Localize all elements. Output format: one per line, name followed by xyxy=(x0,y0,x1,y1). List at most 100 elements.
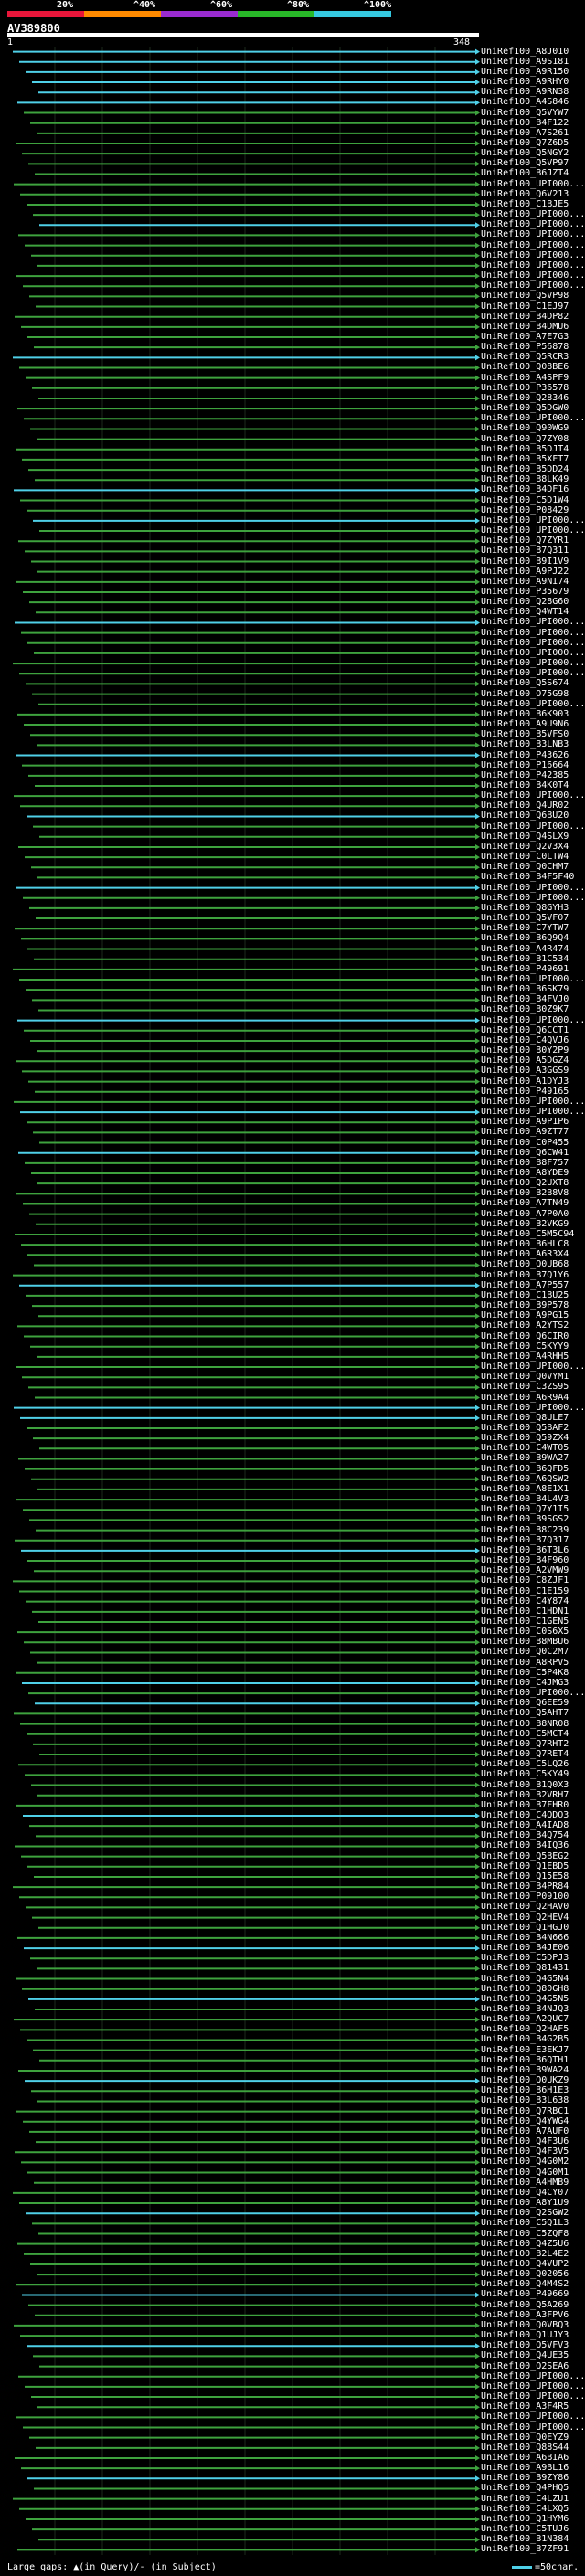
hit-label[interactable]: UniRef100_B2B8V8 xyxy=(481,1188,569,1199)
hit-label[interactable]: UniRef100_A9NI74 xyxy=(481,576,569,587)
hit-label[interactable]: UniRef100_Q28346 xyxy=(481,392,569,403)
hit-label[interactable]: UniRef100_UPI000... xyxy=(481,2370,585,2381)
hit-label[interactable]: UniRef100_UPI000... xyxy=(481,1688,585,1699)
hit-label[interactable]: UniRef100_Q4SLX9 xyxy=(481,831,569,842)
hit-label[interactable]: UniRef100_B6T3L6 xyxy=(481,1544,569,1555)
hit-label[interactable]: UniRef100_C5MCT4 xyxy=(481,1728,569,1739)
hit-label[interactable]: UniRef100_Q0EYZ9 xyxy=(481,2432,569,2443)
hit-label[interactable]: UniRef100_C5D1W4 xyxy=(481,494,569,505)
hit-label[interactable]: UniRef100_B7FHR0 xyxy=(481,1799,569,1810)
hit-label[interactable]: UniRef100_B4L4V3 xyxy=(481,1494,569,1505)
hit-label[interactable]: UniRef100_Q4G5N5 xyxy=(481,1993,569,2004)
hit-label[interactable]: UniRef100_Q4G5N4 xyxy=(481,1973,569,1984)
hit-label[interactable]: UniRef100_A4R474 xyxy=(481,943,569,954)
hit-label[interactable]: UniRef100_Q1EBD5 xyxy=(481,1860,569,1871)
hit-label[interactable]: UniRef100_A4HMB9 xyxy=(481,2177,569,2188)
hit-label[interactable]: UniRef100_Q08BE6 xyxy=(481,362,569,373)
hit-label[interactable]: UniRef100_C5KY49 xyxy=(481,1769,569,1780)
hit-label[interactable]: UniRef100_Q4M4S2 xyxy=(481,2279,569,2290)
hit-label[interactable]: UniRef100_Q7RHT2 xyxy=(481,1738,569,1749)
hit-label[interactable]: UniRef100_B9SGS2 xyxy=(481,1514,569,1525)
hit-label[interactable]: UniRef100_C0LTW4 xyxy=(481,852,569,863)
hit-label[interactable]: UniRef100_A5DGZ4 xyxy=(481,1055,569,1066)
hit-label[interactable]: UniRef100_Q6CCT1 xyxy=(481,1024,569,1035)
hit-label[interactable]: UniRef100_P35679 xyxy=(481,586,569,597)
hit-label[interactable]: UniRef100_UPI000... xyxy=(481,668,585,679)
hit-label[interactable]: UniRef100_A7P557 xyxy=(481,1279,569,1290)
hit-label[interactable]: UniRef100_UPI000... xyxy=(481,2422,585,2433)
hit-label[interactable]: UniRef100_C1BJE5 xyxy=(481,198,569,209)
hit-label[interactable]: UniRef100_UPI000... xyxy=(481,637,585,648)
hit-label[interactable]: UniRef100_C5Q1L3 xyxy=(481,2218,569,2229)
hit-label[interactable]: UniRef100_B5DJT4 xyxy=(481,443,569,454)
hit-label[interactable]: UniRef100_Q5S674 xyxy=(481,678,569,689)
hit-label[interactable]: UniRef100_C4Y874 xyxy=(481,1595,569,1606)
hit-label[interactable]: UniRef100_Q5VYW7 xyxy=(481,107,569,118)
hit-label[interactable]: UniRef100_Q1UJY3 xyxy=(481,2330,569,2341)
hit-label[interactable]: UniRef100_A8E1X1 xyxy=(481,1483,569,1494)
hit-label[interactable]: UniRef100_Q02056 xyxy=(481,2269,569,2280)
hit-label[interactable]: UniRef100_Q4VUP2 xyxy=(481,2258,569,2269)
hit-label[interactable]: UniRef100_A9ZT77 xyxy=(481,1127,569,1138)
hit-label[interactable]: UniRef100_C4QVJ6 xyxy=(481,1034,569,1045)
hit-label[interactable]: UniRef100_B3LNB3 xyxy=(481,739,569,750)
hit-label[interactable]: UniRef100_UPI000... xyxy=(481,892,585,903)
hit-label[interactable]: UniRef100_A3GGS9 xyxy=(481,1065,569,1076)
hit-label[interactable]: UniRef100_Q2HEV4 xyxy=(481,1912,569,1923)
hit-label[interactable]: UniRef100_B4K0T4 xyxy=(481,779,569,790)
hit-label[interactable]: UniRef100_B9WA24 xyxy=(481,2064,569,2075)
hit-label[interactable]: UniRef100_A8J010 xyxy=(481,47,569,57)
hit-label[interactable]: UniRef100_C8ZJF1 xyxy=(481,1575,569,1586)
hit-label[interactable]: UniRef100_B4JE06 xyxy=(481,1943,569,1954)
hit-label[interactable]: UniRef100_UPI000... xyxy=(481,790,585,801)
hit-label[interactable]: UniRef100_O75G98 xyxy=(481,688,569,699)
hit-label[interactable]: UniRef100_B4IQ36 xyxy=(481,1840,569,1851)
hit-label[interactable]: UniRef100_B6HLC8 xyxy=(481,1239,569,1250)
hit-label[interactable]: UniRef100_A3FPV6 xyxy=(481,2309,569,2320)
hit-label[interactable]: UniRef100_P36578 xyxy=(481,382,569,393)
hit-label[interactable]: UniRef100_B4F5F40 xyxy=(481,872,575,883)
hit-label[interactable]: UniRef100_P16664 xyxy=(481,759,569,770)
hit-label[interactable]: UniRef100_A9PG15 xyxy=(481,1310,569,1321)
hit-label[interactable]: UniRef100_A1DYJ3 xyxy=(481,1076,569,1087)
hit-label[interactable]: UniRef100_B6SK79 xyxy=(481,984,569,995)
hit-label[interactable]: UniRef100_UPI000... xyxy=(481,627,585,638)
hit-label[interactable]: UniRef100_A8RPV5 xyxy=(481,1657,569,1668)
hit-label[interactable]: UniRef100_A4SPF9 xyxy=(481,372,569,383)
hit-label[interactable]: UniRef100_B0Z9K7 xyxy=(481,1004,569,1015)
hit-label[interactable]: UniRef100_Q7RBC1 xyxy=(481,2105,569,2116)
hit-label[interactable]: UniRef100_B4FVJ0 xyxy=(481,994,569,1005)
hit-label[interactable]: UniRef100_Q4UR02 xyxy=(481,800,569,811)
hit-label[interactable]: UniRef100_B1C534 xyxy=(481,953,569,964)
hit-label[interactable]: UniRef100_Q5DGW0 xyxy=(481,403,569,414)
hit-label[interactable]: UniRef100_C5KYY9 xyxy=(481,1341,569,1352)
hit-label[interactable]: UniRef100_B9P578 xyxy=(481,1300,569,1311)
hit-label[interactable]: UniRef100_UPI000... xyxy=(481,658,585,669)
hit-label[interactable]: UniRef100_B8F757 xyxy=(481,1157,569,1168)
hit-label[interactable]: UniRef100_A2YTS2 xyxy=(481,1320,569,1331)
hit-label[interactable]: UniRef100_A8YDE9 xyxy=(481,1168,569,1179)
hit-label[interactable]: UniRef100_Q0CHM7 xyxy=(481,862,569,873)
hit-label[interactable]: UniRef100_C5DPJ3 xyxy=(481,1953,569,1964)
hit-label[interactable]: UniRef100_UPI000... xyxy=(481,974,585,984)
hit-label[interactable]: UniRef100_Q5VP98 xyxy=(481,291,569,302)
hit-label[interactable]: UniRef100_A6QSW2 xyxy=(481,1473,569,1484)
hit-label[interactable]: UniRef100_UPI000... xyxy=(481,229,585,240)
hit-label[interactable]: UniRef100_P09100 xyxy=(481,1892,569,1903)
hit-label[interactable]: UniRef100_A8Y1U9 xyxy=(481,2198,569,2209)
hit-label[interactable]: UniRef100_UPI000... xyxy=(481,698,585,709)
hit-label[interactable]: UniRef100_B8NR08 xyxy=(481,1718,569,1729)
hit-label[interactable]: UniRef100_A7S261 xyxy=(481,127,569,138)
hit-label[interactable]: UniRef100_A2VMW9 xyxy=(481,1565,569,1576)
hit-label[interactable]: UniRef100_Q2HAF5 xyxy=(481,2024,569,2035)
hit-label[interactable]: UniRef100_B4F122 xyxy=(481,117,569,128)
hit-label[interactable]: UniRef100_Q0VBQ3 xyxy=(481,2319,569,2330)
hit-label[interactable]: UniRef100_C4LZU1 xyxy=(481,2493,569,2504)
hit-label[interactable]: UniRef100_Q5BEG2 xyxy=(481,1850,569,1861)
hit-label[interactable]: UniRef100_Q4F3U6 xyxy=(481,2136,569,2147)
hit-label[interactable]: UniRef100_UPI000... xyxy=(481,1362,585,1373)
hit-label[interactable]: UniRef100_B6H1E3 xyxy=(481,2085,569,2096)
hit-label[interactable]: UniRef100_C1GEN5 xyxy=(481,1616,569,1627)
hit-label[interactable]: UniRef100_C4QDO3 xyxy=(481,1810,569,1820)
hit-label[interactable]: UniRef100_A9PJ22 xyxy=(481,566,569,577)
